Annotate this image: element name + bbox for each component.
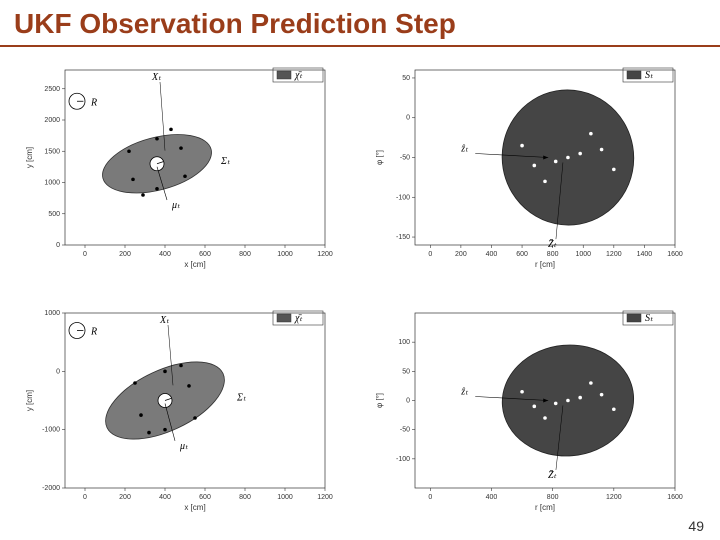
svg-text:Z̄ₜ: Z̄ₜ (548, 469, 558, 480)
svg-text:1000: 1000 (44, 180, 60, 187)
svg-text:0: 0 (406, 398, 410, 405)
svg-text:1400: 1400 (637, 251, 653, 258)
svg-text:R: R (90, 97, 97, 108)
svg-text:800: 800 (547, 494, 559, 501)
svg-text:r [cm]: r [cm] (535, 503, 555, 512)
svg-text:0: 0 (56, 242, 60, 249)
chart-panel-bottom-left: 0 200 400 600 800 1000 1200 -2000 -1000 0 1000 x [c… (20, 298, 360, 528)
svg-text:-1000: -1000 (42, 427, 60, 434)
svg-text:500: 500 (48, 211, 60, 218)
svg-text:φ [°]: φ [°] (375, 393, 384, 408)
svg-text:y [cm]: y [cm] (25, 390, 34, 411)
svg-text:1000: 1000 (277, 494, 293, 501)
svg-text:400: 400 (486, 251, 498, 258)
svg-text:1600: 1600 (667, 251, 683, 258)
svg-text:1200: 1200 (606, 251, 622, 258)
svg-text:r [cm]: r [cm] (535, 260, 555, 269)
svg-text:Z̄ₜ: Z̄ₜ (548, 239, 558, 250)
svg-text:ẑₜ: ẑₜ (460, 387, 469, 398)
svg-text:x [cm]: x [cm] (184, 260, 205, 269)
svg-text:-100: -100 (396, 194, 410, 201)
svg-text:-2000: -2000 (42, 485, 60, 492)
svg-text:1500: 1500 (44, 148, 60, 155)
svg-text:400: 400 (486, 494, 498, 501)
svg-text:R: R (90, 327, 97, 338)
svg-text:100: 100 (398, 339, 410, 346)
svg-text:1200: 1200 (317, 494, 333, 501)
svg-text:200: 200 (119, 494, 131, 501)
svg-text:1200: 1200 (317, 251, 333, 258)
svg-text:-150: -150 (396, 234, 410, 241)
svg-text:0: 0 (406, 115, 410, 122)
svg-text:μₜ: μₜ (171, 200, 181, 211)
svg-text:400: 400 (159, 494, 171, 501)
svg-text:200: 200 (455, 251, 467, 258)
chart-panel-top-left: 0 200 400 600 800 1000 1200 0 500 1000 1500 2000 250… (20, 55, 360, 285)
svg-text:600: 600 (516, 251, 528, 258)
svg-text:50: 50 (402, 75, 410, 82)
svg-text:1000: 1000 (575, 251, 591, 258)
svg-text:2000: 2000 (44, 117, 60, 124)
svg-text:-100: -100 (396, 456, 410, 463)
svg-text:600: 600 (199, 251, 211, 258)
svg-text:Sₜ: Sₜ (645, 70, 654, 81)
svg-text:800: 800 (547, 251, 559, 258)
svg-text:1200: 1200 (606, 494, 622, 501)
svg-text:φ [°]: φ [°] (375, 150, 384, 165)
svg-text:-50: -50 (400, 427, 410, 434)
svg-text:50: 50 (402, 368, 410, 375)
svg-text:0: 0 (83, 494, 87, 501)
svg-text:1000: 1000 (277, 251, 293, 258)
svg-text:1600: 1600 (667, 494, 683, 501)
svg-text:Xₜ: Xₜ (151, 72, 162, 83)
svg-text:x [cm]: x [cm] (184, 503, 205, 512)
svg-text:400: 400 (159, 251, 171, 258)
svg-text:μₜ: μₜ (179, 441, 189, 452)
svg-text:800: 800 (239, 251, 251, 258)
svg-text:2500: 2500 (44, 86, 60, 93)
svg-text:ẑₜ: ẑₜ (460, 144, 469, 155)
svg-text:0: 0 (428, 494, 432, 501)
svg-text:χ̄ₜ: χ̄ₜ (294, 313, 303, 324)
svg-text:Sₜ: Sₜ (645, 313, 654, 324)
svg-text:0: 0 (83, 251, 87, 258)
svg-text:Σₜ: Σₜ (236, 393, 247, 404)
chart-panel-top-right: 0 200 400 600 800 1000 1200 1400 1600 -150 -100 -50… (370, 55, 710, 285)
svg-text:-50: -50 (400, 155, 410, 162)
svg-text:Σₜ: Σₜ (220, 156, 231, 167)
svg-text:Xₜ: Xₜ (159, 315, 170, 326)
svg-text:0: 0 (56, 368, 60, 375)
svg-text:0: 0 (428, 251, 432, 258)
svg-text:χ̄ₜ: χ̄ₜ (294, 70, 303, 81)
svg-text:600: 600 (199, 494, 211, 501)
svg-text:800: 800 (239, 494, 251, 501)
page-title: UKF Observation Prediction Step (14, 8, 456, 40)
title-underline (0, 45, 720, 47)
chart-panel-bottom-right: 0 400 800 1200 1600 -100 -50 0 50 100 r [cm] φ [°] S… (370, 298, 710, 528)
svg-text:y [cm]: y [cm] (25, 147, 34, 168)
svg-text:200: 200 (119, 251, 131, 258)
svg-text:1000: 1000 (44, 310, 60, 317)
